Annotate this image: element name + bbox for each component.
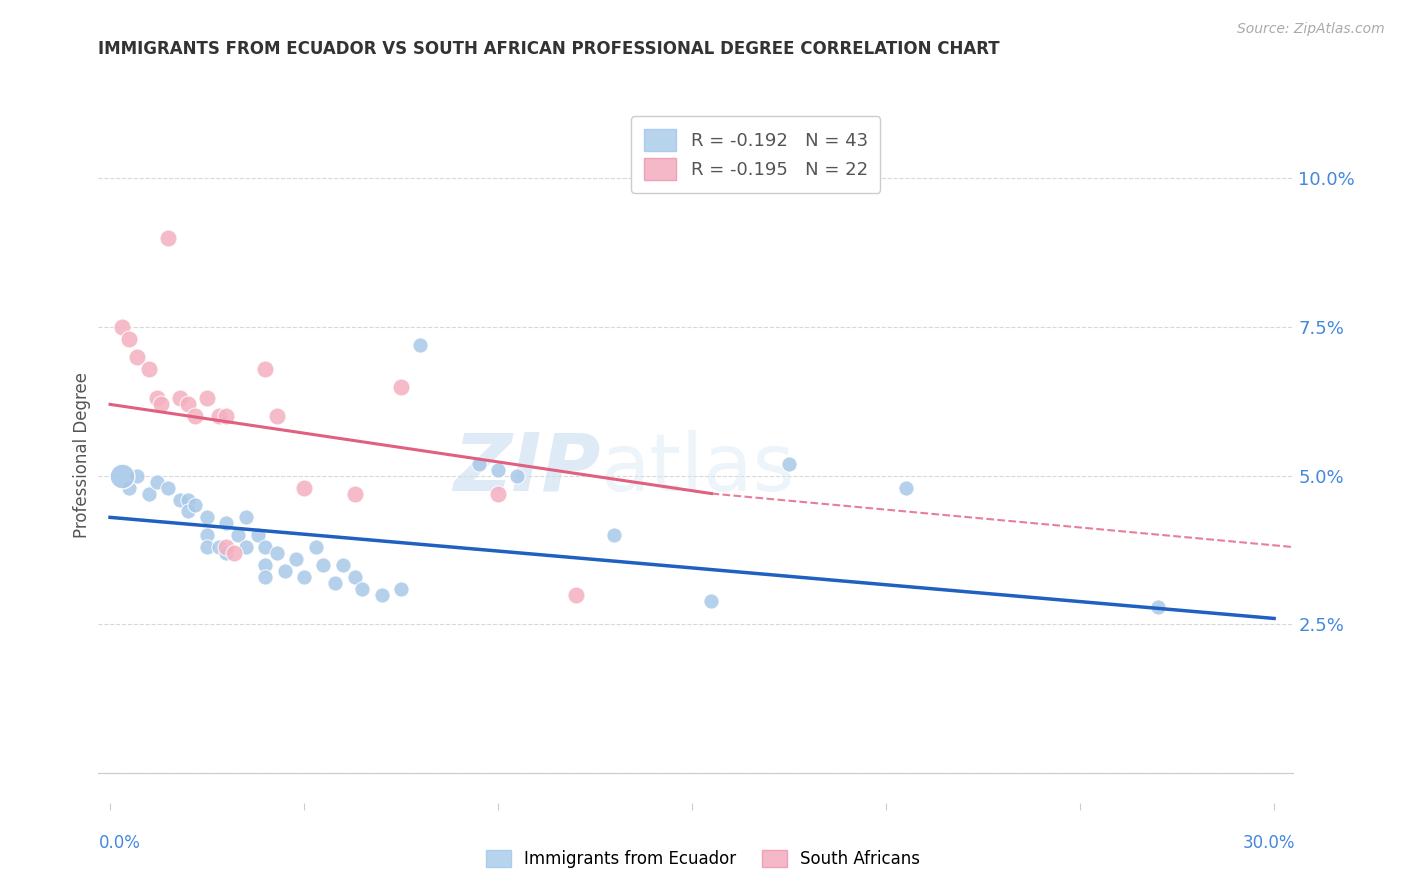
- Point: [195, 528, 218, 542]
- Point: [603, 528, 626, 542]
- Point: [208, 540, 231, 554]
- Point: [176, 492, 198, 507]
- Point: [215, 409, 238, 424]
- Point: [208, 409, 231, 424]
- Point: [215, 540, 238, 554]
- Point: [176, 504, 198, 518]
- Point: [235, 540, 257, 554]
- Point: [389, 582, 412, 596]
- Point: [506, 468, 529, 483]
- Text: 30.0%: 30.0%: [1243, 834, 1295, 852]
- Point: [254, 540, 277, 554]
- Text: IMMIGRANTS FROM ECUADOR VS SOUTH AFRICAN PROFESSIONAL DEGREE CORRELATION CHART: IMMIGRANTS FROM ECUADOR VS SOUTH AFRICAN…: [98, 40, 1000, 58]
- Point: [138, 486, 160, 500]
- Point: [409, 338, 432, 352]
- Point: [195, 540, 218, 554]
- Point: [195, 510, 218, 524]
- Point: [138, 361, 160, 376]
- Text: ZIP: ZIP: [453, 430, 600, 508]
- Point: [224, 546, 246, 560]
- Point: [266, 409, 288, 424]
- Legend: R = -0.192   N = 43, R = -0.195   N = 22: R = -0.192 N = 43, R = -0.195 N = 22: [631, 116, 880, 193]
- Point: [195, 392, 218, 406]
- Point: [305, 540, 328, 554]
- Point: [145, 475, 167, 489]
- Point: [312, 558, 335, 572]
- Point: [235, 510, 257, 524]
- Point: [273, 564, 295, 578]
- Text: 0.0%: 0.0%: [98, 834, 141, 852]
- Point: [564, 588, 586, 602]
- Point: [184, 409, 207, 424]
- Text: atlas: atlas: [600, 430, 794, 508]
- Point: [352, 582, 374, 596]
- Point: [169, 492, 191, 507]
- Point: [285, 552, 308, 566]
- Point: [332, 558, 354, 572]
- Point: [169, 392, 191, 406]
- Point: [127, 350, 149, 364]
- Point: [700, 593, 723, 607]
- Point: [215, 546, 238, 560]
- Text: Source: ZipAtlas.com: Source: ZipAtlas.com: [1237, 22, 1385, 37]
- Point: [486, 486, 509, 500]
- Legend: Immigrants from Ecuador, South Africans: Immigrants from Ecuador, South Africans: [479, 843, 927, 875]
- Point: [127, 468, 149, 483]
- Point: [149, 397, 172, 411]
- Point: [118, 332, 141, 346]
- Point: [389, 379, 412, 393]
- Point: [226, 528, 249, 542]
- Point: [370, 588, 392, 602]
- Point: [778, 457, 800, 471]
- Point: [292, 481, 315, 495]
- Point: [894, 481, 917, 495]
- Point: [254, 361, 277, 376]
- Point: [184, 499, 207, 513]
- Point: [467, 457, 489, 471]
- Point: [157, 231, 180, 245]
- Point: [323, 575, 346, 590]
- Point: [176, 397, 198, 411]
- Point: [254, 558, 277, 572]
- Y-axis label: Professional Degree: Professional Degree: [73, 372, 91, 538]
- Point: [254, 570, 277, 584]
- Point: [145, 392, 167, 406]
- Point: [343, 486, 366, 500]
- Point: [118, 481, 141, 495]
- Point: [1146, 599, 1168, 614]
- Point: [111, 468, 134, 483]
- Point: [486, 463, 509, 477]
- Point: [157, 481, 180, 495]
- Point: [266, 546, 288, 560]
- Point: [246, 528, 269, 542]
- Point: [215, 516, 238, 531]
- Point: [292, 570, 315, 584]
- Point: [111, 320, 134, 334]
- Point: [343, 570, 366, 584]
